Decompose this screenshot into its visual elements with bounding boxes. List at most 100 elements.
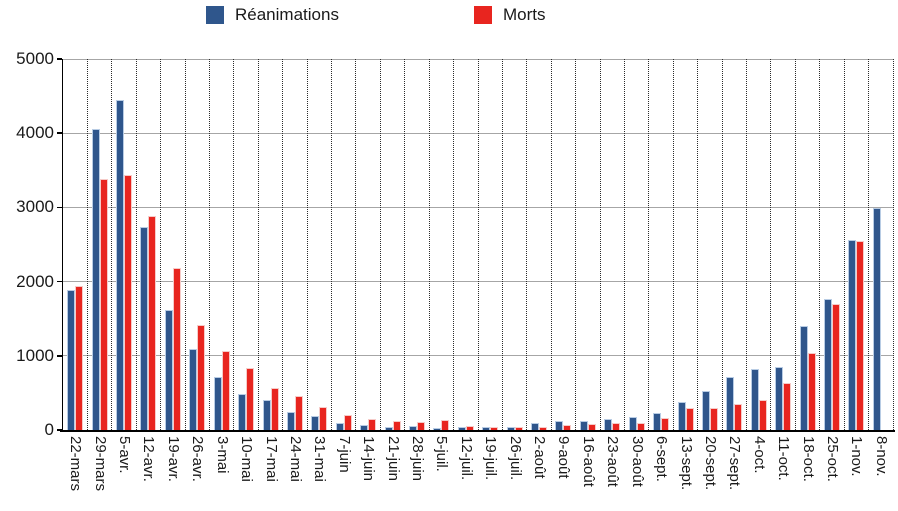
x-tick-label: 12-avr.	[140, 436, 158, 482]
bar-reanimations-26-avr.	[189, 349, 198, 430]
x-tick-label: 28-juin	[408, 436, 426, 482]
bar-reanimations-19-avr.	[164, 310, 173, 430]
y-axis-tick	[57, 355, 62, 357]
y-tick-label: 2000	[16, 271, 54, 291]
x-tick-label: 16-août	[579, 436, 597, 487]
vertical-gridline	[770, 59, 772, 430]
vertical-gridline	[453, 59, 455, 430]
x-tick-label: 19-juil.	[482, 436, 500, 481]
bar-reanimations-12-avr.	[140, 227, 149, 430]
vertical-gridline	[135, 59, 137, 430]
bar-reanimations-11-oct.	[775, 367, 784, 430]
vertical-gridline	[843, 59, 845, 430]
x-axis-line	[60, 429, 895, 432]
bar-morts-11-oct.	[783, 383, 792, 430]
vertical-gridline	[86, 59, 88, 430]
vertical-gridline	[160, 59, 162, 430]
vertical-gridline	[477, 59, 479, 430]
bar-reanimations-20-sept.	[701, 391, 710, 430]
bar-morts-27-sept.	[734, 404, 743, 430]
x-tick-label: 1-nov.	[848, 436, 866, 477]
x-tick-label: 23-août	[604, 436, 622, 487]
vertical-gridline	[331, 59, 333, 430]
bar-reanimations-12-juil.	[457, 427, 466, 430]
bar-reanimations-14-juin	[360, 425, 369, 430]
y-axis-tick	[57, 132, 62, 134]
bar-reanimations-18-oct.	[799, 326, 808, 430]
vertical-gridline	[599, 59, 601, 430]
vertical-gridline	[575, 59, 577, 430]
bar-reanimations-5-juil.	[433, 428, 442, 430]
x-tick-label: 9-août	[555, 436, 573, 479]
y-axis-tick	[57, 429, 62, 431]
bar-morts-25-oct.	[831, 304, 840, 430]
bar-reanimations-29-mars	[91, 129, 100, 430]
x-tick-label: 30-août	[628, 436, 646, 487]
x-tick-label: 20-sept.	[701, 436, 719, 491]
x-tick-label: 14-juin	[360, 436, 378, 482]
y-axis-line	[61, 59, 63, 431]
vertical-gridline	[746, 59, 748, 430]
bar-reanimations-25-oct.	[823, 299, 832, 430]
bar-reanimations-19-juil.	[482, 427, 491, 430]
bar-reanimations-26-juil.	[506, 427, 515, 430]
x-tick-label: 5-avr.	[116, 436, 134, 474]
bar-morts-3-mai	[221, 351, 230, 430]
bar-reanimations-8-nov.	[872, 208, 881, 430]
bar-morts-17-mai	[270, 388, 279, 430]
vertical-gridline	[550, 59, 552, 430]
bar-morts-24-mai	[294, 396, 303, 430]
x-tick-label: 5-juil.	[433, 436, 451, 472]
legend-item-morts: Morts	[474, 5, 546, 25]
bar-reanimations-21-juin	[384, 427, 393, 430]
x-tick-label: 18-oct.	[799, 436, 817, 482]
bar-reanimations-27-sept.	[726, 377, 735, 430]
vertical-gridline	[819, 59, 821, 430]
y-axis-tick	[57, 280, 62, 283]
bar-reanimations-9-août	[555, 421, 564, 430]
y-tick-label: 5000	[16, 49, 54, 68]
y-tick-label: 3000	[16, 197, 54, 217]
vertical-gridline	[184, 59, 186, 430]
x-tick-label: 17-mai	[262, 436, 280, 482]
x-tick-label: 26-avr.	[189, 436, 207, 482]
vertical-gridline	[501, 59, 503, 430]
bar-reanimations-10-mai	[238, 394, 247, 430]
bar-morts-31-mai	[319, 407, 328, 430]
bar-reanimations-30-août	[628, 417, 637, 430]
bar-reanimations-31-mai	[311, 416, 320, 430]
bar-morts-28-juin	[416, 422, 425, 430]
x-tick-label: 2-août	[531, 436, 549, 479]
vertical-gridline	[306, 59, 308, 430]
bar-morts-2-août	[539, 427, 548, 430]
bar-morts-12-avr.	[148, 216, 157, 430]
vertical-gridline	[355, 59, 357, 430]
vertical-gridline	[794, 59, 796, 430]
y-tick-label: 1000	[16, 345, 54, 365]
vertical-gridline	[526, 59, 528, 430]
x-tick-label: 26-juil.	[506, 436, 524, 481]
x-tick-label: 7-juin	[335, 436, 353, 473]
bar-reanimations-16-août	[579, 421, 588, 430]
y-axis-tick	[57, 58, 62, 60]
bar-morts-12-juil.	[465, 426, 474, 430]
bar-morts-22-mars	[75, 286, 84, 430]
bar-morts-18-oct.	[807, 353, 816, 430]
legend-item-reanimations: Réanimations	[206, 5, 339, 25]
bar-morts-23-août	[612, 423, 621, 430]
morts-swatch-icon	[474, 6, 492, 24]
x-tick-label: 6-sept.	[653, 436, 671, 482]
y-tick-label: 4000	[16, 123, 54, 143]
x-tick-label: 8-nov.	[872, 436, 890, 477]
x-tick-label: 12-juil.	[457, 436, 475, 481]
x-tick-label: 11-oct.	[775, 436, 793, 481]
bar-reanimations-13-sept.	[677, 402, 686, 430]
vertical-gridline	[257, 59, 259, 430]
bar-morts-10-mai	[246, 368, 255, 430]
vertical-gridline	[428, 59, 430, 430]
bar-reanimations-23-août	[604, 419, 613, 430]
bar-reanimations-5-avr.	[116, 100, 125, 430]
vertical-gridline	[404, 59, 406, 430]
bar-reanimations-17-mai	[262, 400, 271, 430]
bar-morts-16-août	[587, 424, 596, 430]
